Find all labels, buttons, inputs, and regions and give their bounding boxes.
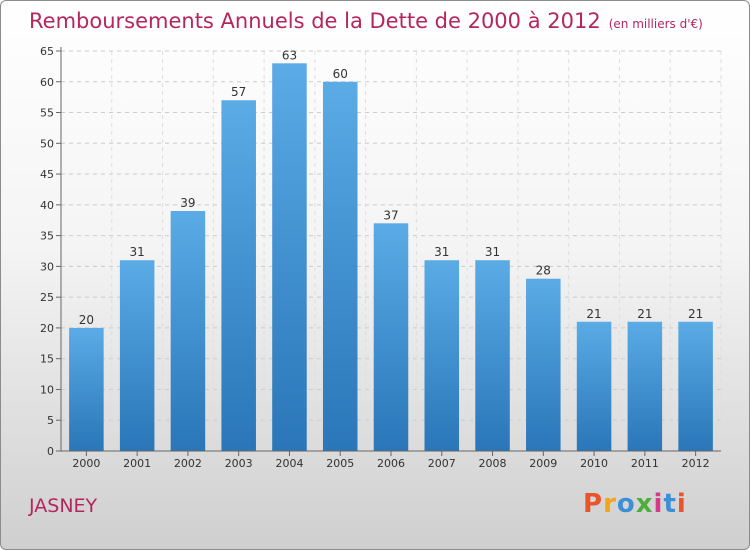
y-tick-label: 65 — [40, 45, 54, 58]
x-tick-label: 2007 — [428, 457, 456, 470]
y-tick-label: 35 — [40, 230, 54, 243]
chart-title: Remboursements Annuels de la Dette de 20… — [29, 9, 703, 33]
bar-2002 — [170, 211, 206, 451]
x-tick-label: 2004 — [275, 457, 303, 470]
bar-2012 — [678, 321, 713, 451]
y-tick-label: 20 — [40, 322, 54, 335]
bar-layer — [69, 63, 713, 452]
value-label: 57 — [231, 85, 246, 99]
value-label: 28 — [536, 264, 551, 278]
y-tick-label: 15 — [40, 353, 54, 366]
x-tick-label: 2005 — [326, 457, 354, 470]
y-tick-label: 60 — [40, 76, 54, 89]
bar-2003 — [221, 100, 256, 451]
x-tick-label: 2010 — [580, 457, 608, 470]
proxiti-logo[interactable]: Proxiti — [583, 489, 687, 519]
logo-letter: P — [583, 489, 604, 519]
value-label: 21 — [688, 307, 703, 321]
value-label: 20 — [79, 313, 94, 327]
y-tick-label: 0 — [47, 445, 54, 458]
y-tick-label: 30 — [40, 260, 54, 273]
value-label: 37 — [383, 208, 398, 222]
y-tick-label: 55 — [40, 107, 54, 120]
bar-2006 — [373, 223, 409, 451]
logo-letter: o — [616, 489, 636, 519]
y-tick-label: 40 — [40, 199, 54, 212]
bar-2007 — [424, 260, 460, 451]
bar-2005 — [322, 81, 358, 452]
value-label: 60 — [333, 67, 348, 81]
logo-letter: i — [676, 489, 687, 519]
x-tick-label: 2002 — [174, 457, 202, 470]
chart-unit: (en milliers d'€) — [608, 17, 703, 31]
x-tick-label: 2000 — [72, 457, 100, 470]
x-tick-label: 2011 — [631, 457, 659, 470]
x-tick-label: 2012 — [682, 457, 710, 470]
logo-letter: i — [653, 489, 664, 519]
y-tick-label: 10 — [40, 383, 54, 396]
logo-letter: t — [663, 489, 677, 519]
commune-name: JASNEY — [29, 495, 98, 517]
label-layer: 20 31 39 57 63 60 37 31 31 28 21 21 21 — [79, 48, 704, 327]
x-tick-label: 2008 — [479, 457, 507, 470]
value-label: 21 — [586, 307, 601, 321]
bar-2010 — [576, 321, 612, 451]
bar-2004 — [272, 63, 307, 452]
bar-2008 — [475, 260, 510, 451]
value-label: 21 — [637, 307, 652, 321]
bar-2000 — [69, 327, 104, 451]
logo-letter: r — [603, 489, 617, 519]
y-tick-label: 5 — [47, 414, 54, 427]
x-tick-label: 2003 — [225, 457, 253, 470]
x-tick-label: 2009 — [529, 457, 557, 470]
logo-letter: x — [635, 489, 654, 519]
value-label: 31 — [434, 245, 449, 259]
value-label: 31 — [130, 245, 145, 259]
y-tick-label: 50 — [40, 137, 54, 150]
x-tick-label: 2001 — [123, 457, 151, 470]
value-label: 63 — [282, 48, 297, 62]
axis-layer: 0 5 10 15 20 25 30 35 40 45 50 55 60 65 2000 2001 2002 20… — [40, 45, 721, 470]
chart-title-text: Remboursements Annuels de la Dette de 20… — [29, 9, 601, 33]
bar-2001 — [119, 260, 155, 451]
bar-2009 — [526, 278, 561, 451]
x-tick-label: 2006 — [377, 457, 405, 470]
y-tick-label: 45 — [40, 168, 54, 181]
y-tick-label: 25 — [40, 291, 54, 304]
value-label: 39 — [180, 196, 195, 210]
bar-2011 — [627, 321, 663, 451]
value-label: 31 — [485, 245, 500, 259]
